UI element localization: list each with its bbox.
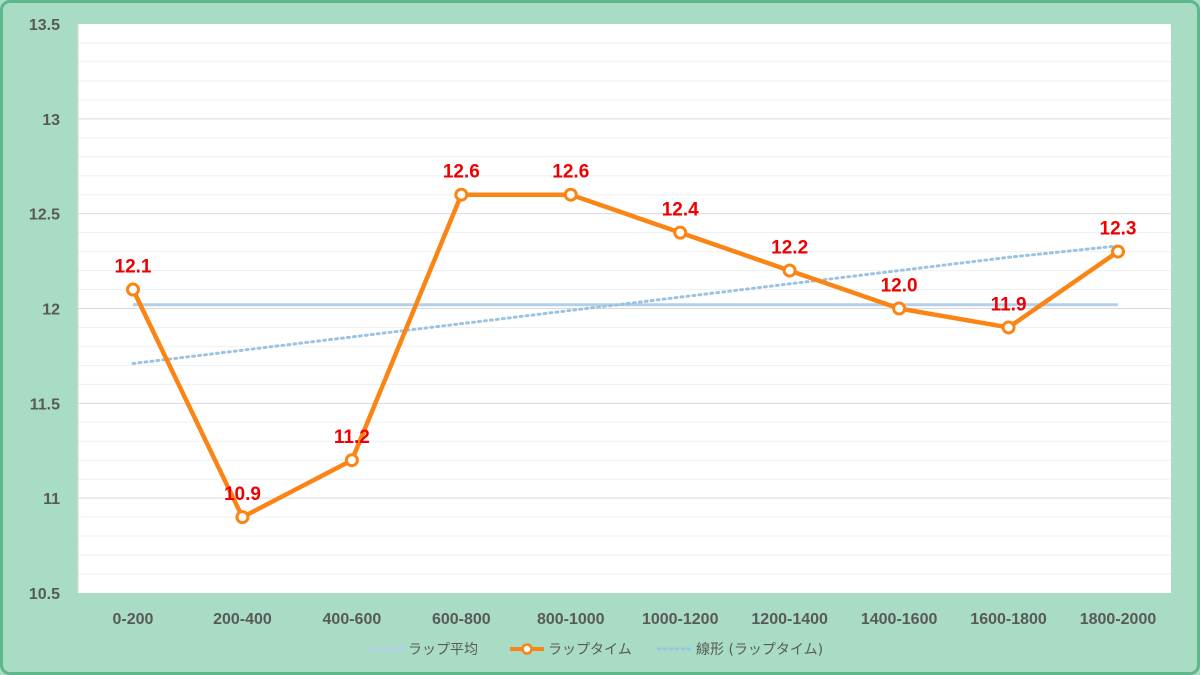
x-tick-label: 1000-1200: [642, 611, 719, 628]
y-tick-label: 11: [43, 491, 60, 508]
x-tick-label: 1600-1800: [970, 611, 1047, 628]
lap-point-marker: [344, 453, 359, 468]
legend-label-lap: ラップタイム: [548, 642, 632, 658]
lap-data-label: 12.2: [771, 238, 808, 259]
lap-point-marker: [673, 225, 688, 240]
lap-data-label: 10.9: [224, 484, 261, 505]
x-tick-label: 600-800: [432, 611, 491, 628]
x-tick-label: 200-400: [213, 611, 272, 628]
lap-point-marker: [454, 187, 469, 202]
lap-data-label: 12.1: [115, 257, 152, 278]
x-tick-label: 800-1000: [537, 611, 605, 628]
lap-point-marker: [563, 187, 578, 202]
x-tick-label: 0-200: [113, 611, 154, 628]
lap-data-label: 12.6: [552, 162, 589, 183]
lap-point-marker: [1001, 320, 1016, 335]
x-tick-label: 1400-1600: [861, 611, 938, 628]
lap-point-marker: [892, 301, 907, 316]
x-tick-label: 1800-2000: [1080, 611, 1157, 628]
legend: ラップ平均 ラップタイム 線形 (ラップタイム): [370, 642, 823, 658]
x-tick-label: 400-600: [323, 611, 382, 628]
legend-label-average: ラップ平均: [408, 642, 478, 658]
y-tick-label: 11.5: [30, 396, 60, 413]
series-layer: [126, 187, 1125, 525]
lap-data-label: 11.2: [334, 427, 370, 448]
data-label-layer: 12.1 10.9 11.2 12.6 12.6 12.4 12.2 12.0 11.9 12.3: [115, 162, 1137, 505]
legend-marker-lap: [521, 643, 533, 655]
lap-point-marker: [1111, 244, 1125, 259]
series-lap-line: [130, 192, 1120, 520]
lap-point-marker: [126, 282, 140, 297]
y-tick-label: 10.5: [29, 586, 60, 603]
y-tick-label: 12.5: [29, 207, 60, 224]
minor-grid: [78, 42, 1171, 575]
y-tick-label: 13: [42, 112, 60, 129]
series-trend-line: [131, 244, 1120, 366]
y-axis-ticks: 10.5 11 11.5 12 12.5 13 13.5: [29, 17, 60, 603]
y-tick-label: 12: [42, 302, 60, 319]
lap-data-label: 12.0: [881, 276, 918, 297]
lap-data-label: 12.6: [443, 162, 480, 183]
lap-point-marker: [782, 263, 797, 278]
lap-point-marker: [235, 510, 250, 525]
legend-label-trend: 線形 (ラップタイム): [696, 642, 823, 658]
lap-data-label: 12.3: [1100, 219, 1137, 240]
x-tick-label: 1200-1400: [751, 611, 828, 628]
x-axis-ticks: 0-200 200-400 400-600 600-800 800-1000 1000-1…: [113, 611, 1157, 628]
y-tick-label: 13.5: [29, 17, 60, 34]
lap-data-label: 11.9: [991, 294, 1027, 315]
lap-data-label: 12.4: [662, 200, 699, 221]
